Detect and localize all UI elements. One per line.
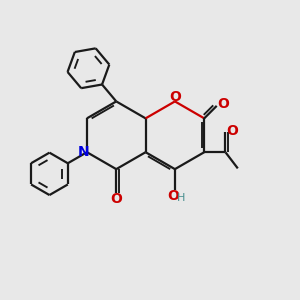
Text: N: N xyxy=(77,145,89,159)
Text: O: O xyxy=(167,189,179,202)
Text: O: O xyxy=(169,90,181,104)
Text: O: O xyxy=(226,124,238,138)
Text: O: O xyxy=(110,192,122,206)
Text: H: H xyxy=(177,193,186,203)
Text: O: O xyxy=(217,98,229,111)
